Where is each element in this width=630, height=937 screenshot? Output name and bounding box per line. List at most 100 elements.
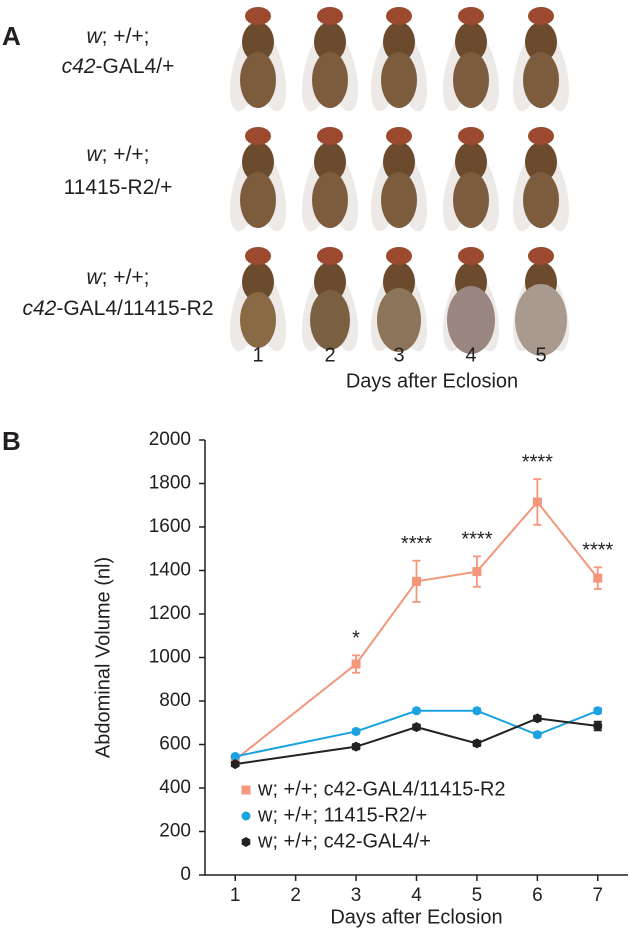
fly-head — [386, 247, 412, 265]
marker — [532, 497, 542, 507]
y-tick-label: 600 — [159, 734, 191, 755]
fly-thorax — [314, 262, 346, 302]
fly — [301, 127, 359, 232]
day-label: 1 — [252, 344, 263, 366]
fly — [370, 7, 428, 112]
fly-head — [245, 127, 271, 145]
x-tick-label: 6 — [532, 885, 543, 906]
fly-head — [317, 7, 343, 25]
y-tick-label: 1200 — [149, 603, 191, 624]
fly — [442, 127, 500, 232]
x-tick-label: 4 — [411, 885, 422, 906]
marker — [230, 751, 240, 761]
fly-head — [317, 127, 343, 145]
genotype-label: w; +/+; — [86, 25, 149, 48]
marker — [351, 741, 361, 752]
legend-label: w; +/+; c42-GAL4/11415-R2 — [257, 778, 506, 800]
marker — [593, 721, 603, 732]
genotype-label: w; +/+; — [86, 266, 149, 289]
fly-head — [386, 7, 412, 25]
significance-label: **** — [401, 533, 432, 555]
fly-head — [528, 127, 554, 145]
fly-head — [317, 247, 343, 265]
fly — [229, 7, 287, 112]
fly — [370, 247, 428, 352]
significance-label: **** — [522, 451, 553, 473]
fly-thorax — [314, 22, 346, 62]
fly — [512, 7, 570, 112]
series-line — [235, 717, 598, 766]
series-line — [234, 500, 599, 761]
fly-abdomen — [240, 52, 276, 108]
marker — [241, 837, 251, 847]
genotype-part: ; +/+; — [102, 266, 150, 289]
day-label: 5 — [535, 344, 546, 366]
x-tick-label: 5 — [472, 885, 483, 906]
fly-thorax — [242, 142, 274, 182]
fly — [301, 7, 359, 112]
marker — [533, 713, 542, 724]
genotype-part: 11415-R2/+ — [64, 176, 173, 199]
genotype-part: ; +/+; — [102, 25, 150, 48]
panel-label: B — [2, 426, 21, 456]
fly-abdomen — [312, 52, 348, 108]
fly-head — [528, 7, 554, 25]
y-tick-label: 1400 — [149, 560, 191, 581]
marker — [532, 730, 542, 740]
fly — [229, 247, 287, 352]
significance-label: **** — [582, 540, 613, 562]
significance-label: * — [352, 628, 360, 650]
genotype-part: w — [86, 266, 103, 289]
fly-thorax — [242, 22, 274, 62]
genotype-part: -GAL4/11415-R2 — [56, 297, 213, 320]
marker — [593, 573, 603, 583]
fly-abdomen — [453, 172, 489, 228]
marker — [412, 722, 421, 733]
marker — [241, 811, 251, 821]
genotype-part: w — [86, 143, 103, 166]
fly-abdomen — [381, 172, 417, 228]
fly-head — [245, 247, 271, 265]
day-label: 3 — [393, 344, 404, 366]
y-tick-label: 2000 — [149, 429, 191, 450]
fly-thorax — [525, 22, 557, 62]
fly-abdomen — [240, 292, 276, 348]
fly — [229, 127, 287, 232]
fly — [442, 247, 500, 354]
fly — [442, 7, 500, 112]
y-tick-label: 800 — [159, 690, 191, 711]
fly-photos — [229, 7, 570, 356]
significance-label: **** — [461, 529, 492, 551]
x-axis-title: Days after Eclosion — [346, 370, 518, 392]
genotype-label: 11415-R2/+ — [64, 176, 173, 199]
legend-label: w; +/+; c42-GAL4/+ — [257, 830, 431, 852]
genotype-label: w; +/+; — [86, 143, 149, 166]
marker — [472, 706, 482, 716]
marker — [593, 706, 603, 716]
y-tick-label: 200 — [159, 821, 191, 842]
y-tick-label: 0 — [180, 864, 191, 885]
fly-thorax — [314, 142, 346, 182]
y-tick-label: 400 — [159, 777, 191, 798]
fly — [370, 127, 428, 232]
y-tick-label: 1000 — [149, 647, 191, 668]
fly-abdomen — [240, 172, 276, 228]
fly-thorax — [525, 142, 557, 182]
marker — [472, 567, 482, 577]
fly — [301, 247, 359, 352]
genotype-part: w — [86, 25, 103, 48]
fly-thorax — [455, 22, 487, 62]
fly — [512, 127, 570, 232]
marker — [472, 738, 482, 749]
fly-head — [245, 7, 271, 25]
fly-abdomen — [523, 172, 559, 228]
fly-head — [458, 247, 484, 265]
x-tick-label: 1 — [230, 885, 241, 906]
fly-abdomen — [312, 172, 348, 228]
fly-abdomen — [453, 52, 489, 108]
legend-label: w; +/+; 11415-R2/+ — [257, 804, 427, 826]
fly-thorax — [242, 262, 274, 302]
genotype-part: -GAL4/+ — [96, 55, 175, 78]
fly-abdomen — [381, 52, 417, 108]
